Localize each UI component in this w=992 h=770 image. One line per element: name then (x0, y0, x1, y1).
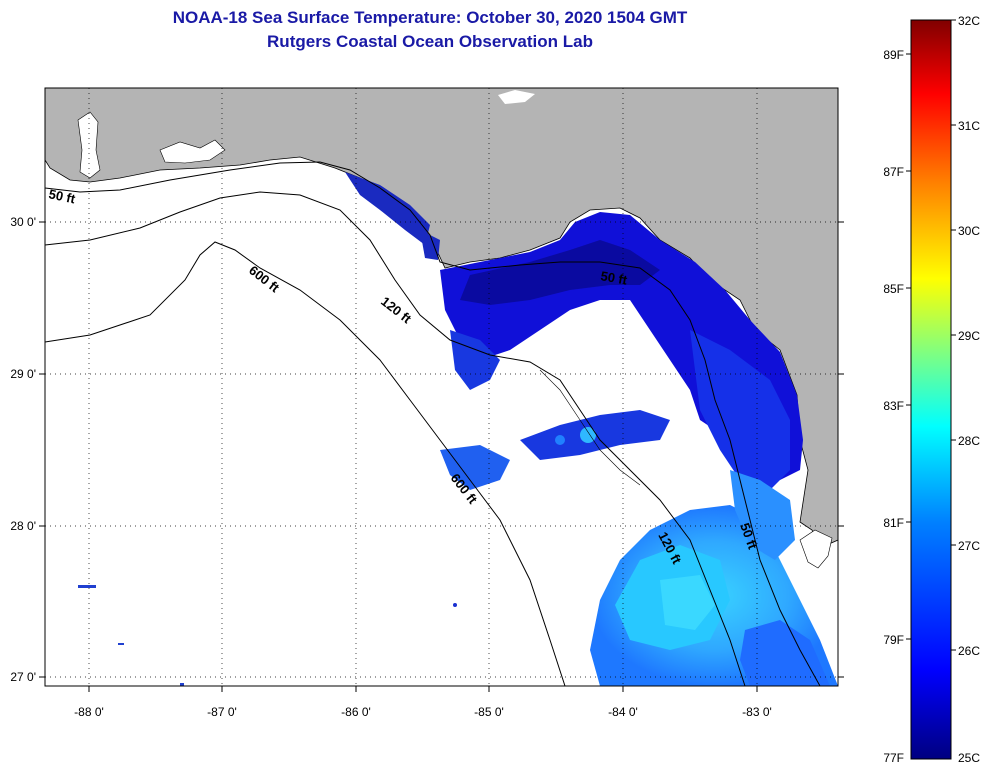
graticule (45, 88, 838, 686)
contour-label-50ft-west: 50 ft (47, 186, 77, 206)
lat-label-29: 29 0' (10, 367, 36, 381)
lon-label-86: -86 0' (341, 705, 371, 719)
lat-label-27: 27 0' (10, 670, 36, 684)
contour-50ft (45, 161, 821, 686)
colorbar-c-32: 32C (958, 14, 980, 28)
lake-north (498, 90, 535, 104)
colorbar-c-25: 25C (958, 751, 980, 765)
tick-marks (39, 221, 844, 692)
colorbar-f-89: 89F (883, 48, 904, 62)
lon-label-83: -83 0' (742, 705, 772, 719)
colorbar-f-79: 79F (883, 633, 904, 647)
lon-label-84: -84 0' (608, 705, 638, 719)
lat-label-28: 28 0' (10, 519, 36, 533)
bay-mobile (77, 111, 101, 179)
lon-label-85: -85 0' (474, 705, 504, 719)
colorbar-f-81: 81F (883, 516, 904, 530)
colorbar-ticks (906, 19, 956, 651)
colorbar-gradient (910, 19, 952, 760)
colorbar-c-31: 31C (958, 119, 980, 133)
colorbar-f-85: 85F (883, 282, 904, 296)
coastline-detail (539, 369, 641, 486)
lon-label-88: -88 0' (74, 705, 104, 719)
contour-label-50ft-east: 50 ft (599, 268, 629, 288)
chart-subtitle: Rutgers Coastal Ocean Observation Lab (267, 32, 593, 51)
sst-data-layer (78, 172, 838, 686)
map-frame (44, 87, 839, 687)
colorbar-f-87: 87F (883, 165, 904, 179)
colorbar-f-77: 77F (883, 751, 904, 765)
colorbar-c-26: 26C (958, 644, 980, 658)
colorbar-c-30: 30C (958, 224, 980, 238)
colorbar-f-83: 83F (883, 399, 904, 413)
bay-pensacola (159, 139, 226, 164)
lon-label-87: -87 0' (207, 705, 237, 719)
colorbar-c-29: 29C (958, 329, 980, 343)
colorbar-c-27: 27C (958, 539, 980, 553)
colorbar-c-28: 28C (958, 434, 980, 448)
colorbar: 32C 31C 30C 29C 28C 27C 26C 25C 89F 87F … (883, 14, 980, 765)
contour-600ft (45, 241, 566, 686)
chart-title: NOAA-18 Sea Surface Temperature: October… (172, 8, 688, 27)
lat-label-30: 30 0' (10, 215, 36, 229)
land-mass (45, 88, 838, 549)
tampa-bay (799, 529, 833, 569)
contour-120ft (45, 191, 746, 686)
